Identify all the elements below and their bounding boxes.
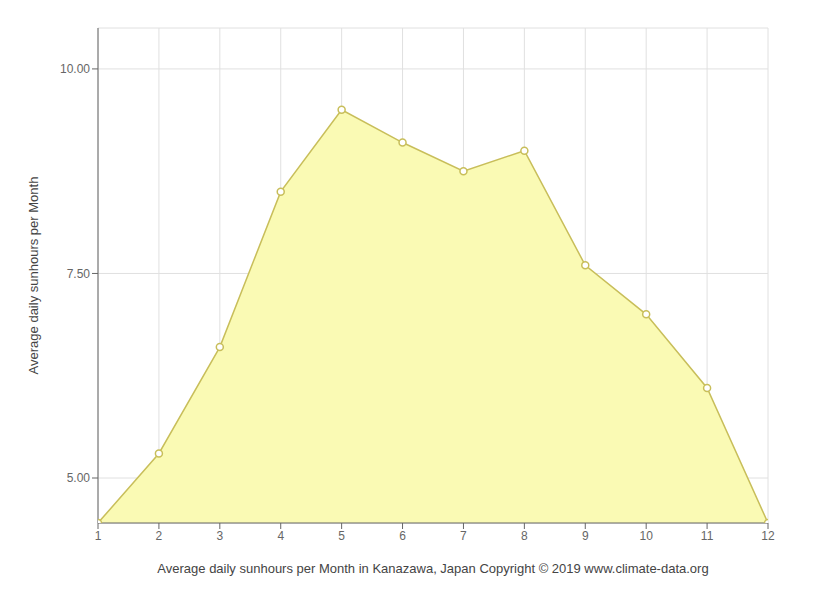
svg-text:9: 9	[582, 529, 589, 543]
svg-text:5: 5	[338, 529, 345, 543]
svg-text:8: 8	[521, 529, 528, 543]
svg-text:5.00: 5.00	[67, 471, 91, 485]
svg-text:7.50: 7.50	[67, 267, 91, 281]
svg-text:4: 4	[277, 529, 284, 543]
svg-text:11: 11	[701, 529, 714, 543]
svg-text:12: 12	[761, 529, 775, 543]
svg-text:10.00: 10.00	[60, 62, 90, 76]
svg-text:Average daily sunhours per Mon: Average daily sunhours per Month	[26, 177, 41, 375]
svg-text:3: 3	[216, 529, 223, 543]
svg-text:10: 10	[640, 529, 654, 543]
svg-text:7: 7	[460, 529, 467, 543]
svg-text:Average daily sunhours per Mon: Average daily sunhours per Month in Kana…	[157, 561, 708, 576]
svg-text:1: 1	[95, 529, 102, 543]
svg-text:2: 2	[156, 529, 163, 543]
svg-text:6: 6	[399, 529, 406, 543]
